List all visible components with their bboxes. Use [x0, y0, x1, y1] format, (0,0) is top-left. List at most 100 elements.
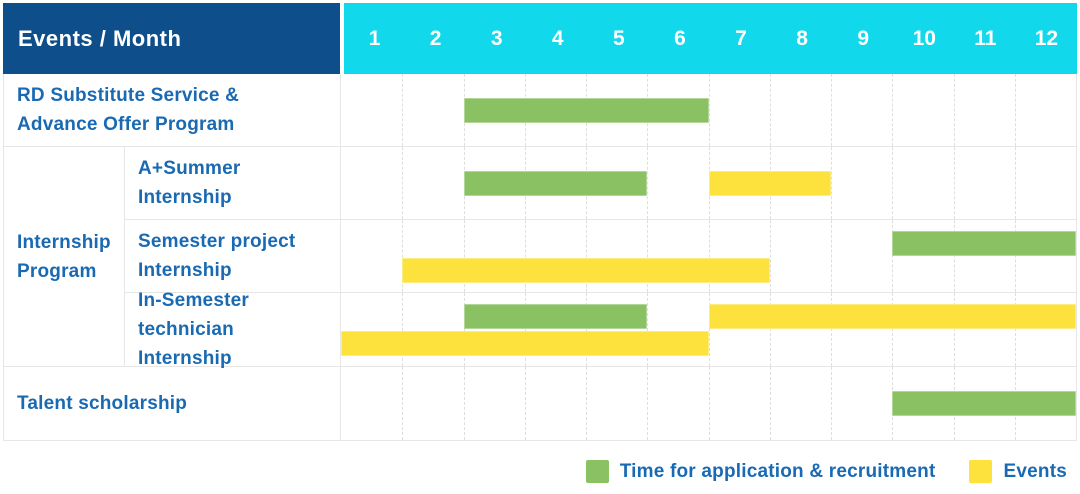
- label-line: Internship: [17, 231, 111, 253]
- month-gridline: [831, 74, 832, 146]
- label-line: Internship: [138, 187, 232, 208]
- label-line: Talent scholarship: [17, 393, 188, 414]
- yellow-gantt-bar: [402, 258, 770, 283]
- group-label-internship-program: Internship Program: [4, 147, 125, 366]
- month-header-row: 1 2 3 4 5 6 7 8 9 10 11 12: [344, 3, 1077, 74]
- row-label-talent-scholarship: Talent scholarship: [4, 367, 341, 440]
- month-gridline: [953, 74, 955, 146]
- month-gridline: [463, 220, 465, 292]
- row-rd-substitute-service: RD Substitute Service & Advance Offer Pr…: [4, 74, 1076, 147]
- chart-cell-in-semester-technician-internship: [341, 293, 1076, 366]
- month-gridline: [831, 293, 832, 366]
- month-label-1: 1: [368, 26, 381, 50]
- label-line: A+Summer: [138, 158, 241, 179]
- row-label-rd-substitute-service: RD Substitute Service & Advance Offer Pr…: [4, 74, 341, 146]
- row-label-a-plus-summer-internship: A+Summer Internship: [125, 147, 341, 219]
- chart-cell-a-plus-summer-internship: [341, 147, 1076, 219]
- green-gantt-bar: [463, 304, 648, 329]
- green-gantt-bar: [463, 98, 709, 123]
- month-gridline: [831, 367, 832, 440]
- month-gridline: [769, 293, 771, 366]
- month-gridline: [708, 367, 710, 440]
- legend-item-events: Events: [969, 460, 1067, 483]
- chart-cell-semester-project-internship: [341, 220, 1076, 292]
- month-gridline: [892, 147, 894, 219]
- month-gridline: [708, 74, 710, 146]
- chart-cell-rd-substitute-service: [341, 74, 1076, 146]
- month-gridline: [1014, 293, 1016, 366]
- month-gridline: [953, 293, 955, 366]
- month-label-3: 3: [490, 26, 503, 50]
- month-label-4: 4: [551, 26, 564, 50]
- month-label-11: 11: [974, 26, 997, 50]
- month-gridline: [586, 293, 587, 366]
- month-gridline: [1014, 147, 1016, 219]
- month-gridline: [524, 293, 526, 366]
- yellow-swatch: [969, 460, 993, 483]
- legend-item-application-recruitment: Time for application & recruitment: [585, 460, 936, 483]
- gantt-body: RD Substitute Service & Advance Offer Pr…: [3, 74, 1077, 441]
- label-line: Semester project: [138, 231, 296, 252]
- legend-label-application-recruitment: Time for application & recruitment: [619, 460, 936, 482]
- month-gridline: [769, 220, 771, 292]
- month-gridline: [463, 293, 465, 366]
- row-semester-project-internship: Semester project Internship: [125, 220, 1076, 293]
- row-talent-scholarship: Talent scholarship: [4, 367, 1076, 440]
- month-gridline: [402, 367, 404, 440]
- month-gridline: [953, 147, 955, 219]
- month-gridline: [708, 220, 710, 292]
- month-gridline: [892, 220, 894, 292]
- month-gridline: [647, 293, 649, 366]
- yellow-gantt-bar: [341, 331, 709, 356]
- month-gridline: [647, 147, 649, 219]
- month-gridline: [769, 74, 771, 146]
- month-gridline: [402, 293, 404, 366]
- month-gridline: [402, 147, 404, 219]
- table-header: Events / Month 1 2 3 4 5 6 7 8 9 10 11 12: [3, 3, 1077, 74]
- row-in-semester-technician-internship: In-Semester technician Internship: [125, 290, 1076, 369]
- month-gridline: [953, 220, 955, 292]
- month-gridline: [769, 367, 771, 440]
- month-label-10: 10: [912, 26, 936, 50]
- green-swatch: [585, 460, 609, 483]
- green-gantt-bar: [463, 171, 648, 196]
- legend-label-events: Events: [1003, 460, 1067, 482]
- row-a-plus-summer-internship: A+Summer Internship: [125, 147, 1076, 220]
- label-line: In-Semester: [138, 290, 249, 311]
- chart-cell-talent-scholarship: [341, 367, 1076, 440]
- month-gridline: [524, 220, 526, 292]
- header-events-month-cell: Events / Month: [3, 3, 340, 74]
- header-events-month-label: Events / Month: [18, 25, 182, 51]
- month-label-2: 2: [429, 26, 442, 50]
- label-line: Program: [17, 260, 97, 282]
- yellow-gantt-bar: [708, 304, 1076, 329]
- month-label-6: 6: [674, 26, 686, 50]
- label-line: RD Substitute Service &: [17, 85, 240, 106]
- row-label-in-semester-technician-internship: In-Semester technician Internship: [125, 290, 341, 369]
- month-gridline: [892, 74, 894, 146]
- month-gridline: [1014, 74, 1016, 146]
- month-label-9: 9: [857, 26, 869, 50]
- row-label-semester-project-internship: Semester project Internship: [125, 220, 341, 292]
- month-label-12: 12: [1034, 26, 1059, 50]
- month-gridline: [463, 367, 465, 440]
- month-gridline: [831, 220, 832, 292]
- green-gantt-bar: [892, 391, 1076, 416]
- month-gridline: [892, 293, 894, 366]
- label-line: Internship: [138, 260, 232, 281]
- label-line: Advance Offer Program: [17, 114, 235, 135]
- month-gridline: [586, 367, 587, 440]
- yellow-gantt-bar: [708, 171, 831, 196]
- month-gridline: [586, 220, 587, 292]
- label-line: technician Internship: [138, 319, 234, 369]
- gantt-table: Events / Month 1 2 3 4 5 6 7 8 9 10 11 12 RD Substi…: [3, 3, 1077, 441]
- month-gridline: [524, 367, 526, 440]
- green-gantt-bar: [892, 231, 1076, 256]
- month-gridline: [647, 367, 649, 440]
- month-label-7: 7: [735, 26, 747, 50]
- legend: Time for application & recruitment Event…: [585, 460, 1067, 483]
- month-label-5: 5: [613, 26, 625, 50]
- month-gridline: [647, 220, 649, 292]
- month-gridline: [402, 74, 404, 146]
